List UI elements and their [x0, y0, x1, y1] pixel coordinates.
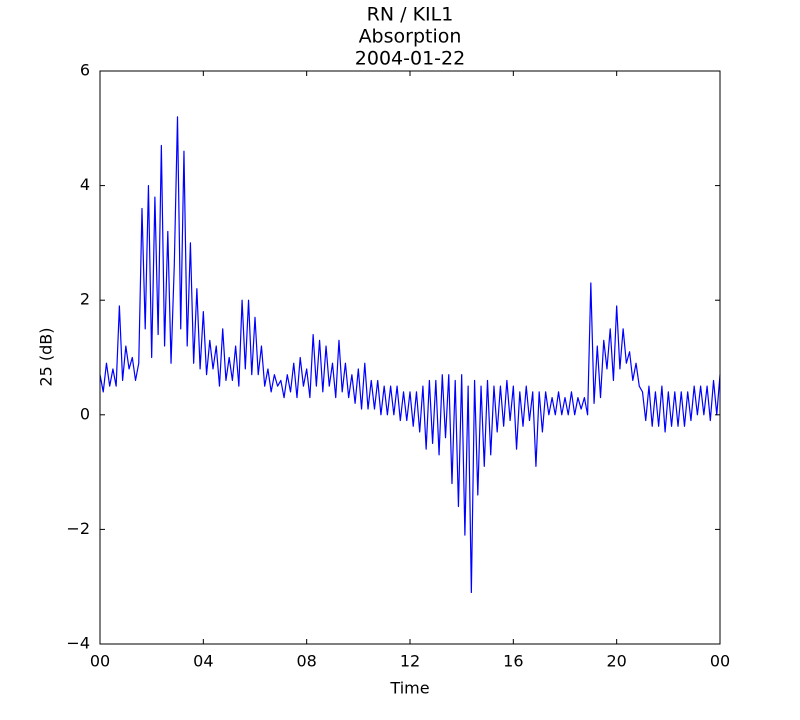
- y-tick-label: −2: [66, 519, 90, 538]
- chart-title: Absorption: [359, 26, 462, 48]
- x-tick-label: 08: [296, 652, 316, 671]
- y-tick-label: −4: [66, 634, 90, 653]
- y-tick-label: 6: [80, 61, 90, 80]
- x-tick-label: 12: [400, 652, 420, 671]
- x-tick-label: 16: [503, 652, 523, 671]
- x-tick-label: 20: [606, 652, 626, 671]
- x-axis-label: Time: [389, 679, 429, 698]
- y-tick-label: 0: [80, 404, 90, 423]
- chart-title: RN / KIL1: [367, 4, 454, 26]
- data-line: [99, 116, 721, 594]
- x-tick-label: 00: [710, 652, 730, 671]
- x-tick-label: 00: [90, 652, 110, 671]
- x-tick-label: 04: [193, 652, 213, 671]
- y-tick-label: 2: [80, 290, 90, 309]
- chart-title: 2004-01-22: [355, 48, 465, 70]
- y-tick-label: 4: [80, 175, 90, 194]
- y-axis-label: 25 (dB): [37, 327, 56, 386]
